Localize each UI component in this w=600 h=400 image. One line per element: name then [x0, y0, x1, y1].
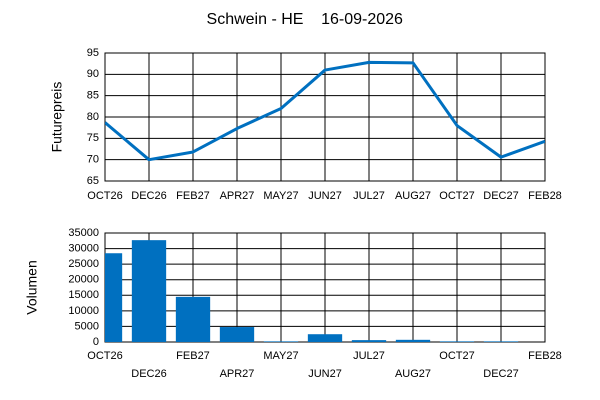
- x-tick-label: AUG27: [395, 190, 431, 202]
- bar: [483, 341, 519, 342]
- y-tick-label: 70: [87, 154, 99, 166]
- y-tick-label: 65: [87, 175, 99, 187]
- bar: [439, 341, 475, 342]
- x-tick-label: JUL27: [353, 190, 385, 202]
- x-tick-label: MAY27: [263, 190, 298, 202]
- y-tick-label: 95: [87, 47, 99, 59]
- bar: [131, 240, 167, 342]
- bar: [105, 253, 123, 342]
- bar: [395, 339, 431, 342]
- bar: [263, 341, 299, 342]
- bar: [219, 327, 255, 342]
- y-axis-label: Volumen: [24, 260, 40, 314]
- line-series: [105, 60, 545, 162]
- chart-date: 16-09-2026: [321, 11, 403, 28]
- x-tick-label: OCT27: [439, 190, 474, 202]
- y-tick-label: 20000: [68, 274, 99, 286]
- x-tick-label: JUN27: [308, 190, 342, 202]
- y-tick-label: 90: [87, 68, 99, 80]
- x-tick-label: DEC27: [483, 190, 518, 202]
- y-tick-label: 35000: [68, 227, 99, 239]
- x-tick-label: APR27: [220, 190, 255, 202]
- x-tick-label: DEC27: [483, 368, 518, 380]
- y-tick-label: 80: [87, 111, 99, 123]
- y-tick-label: 5000: [75, 320, 99, 332]
- x-tick-label: JUN27: [308, 368, 342, 380]
- y-axis-label: Futurepreis: [49, 82, 65, 153]
- x-tick-label: DEC26: [131, 368, 166, 380]
- bar: [351, 340, 387, 342]
- x-tick-label: DEC26: [131, 190, 166, 202]
- x-tick-label: OCT26: [87, 350, 122, 362]
- bar: [307, 334, 343, 342]
- x-tick-label: APR27: [220, 368, 255, 380]
- x-tick-label: FEB27: [176, 350, 210, 362]
- bar: [175, 296, 211, 342]
- x-tick-label: MAY27: [263, 350, 298, 362]
- y-tick-label: 85: [87, 90, 99, 102]
- plot-marks: [105, 240, 519, 342]
- y-tick-label: 10000: [68, 305, 99, 317]
- x-tick-label: AUG27: [395, 368, 431, 380]
- x-tick-label: FEB28: [528, 350, 562, 362]
- x-tick-label: FEB28: [528, 190, 562, 202]
- y-tick-label: 75: [87, 132, 99, 144]
- y-tick-label: 15000: [68, 289, 99, 301]
- y-tick-label: 0: [93, 336, 99, 348]
- plot-border: [104, 52, 546, 182]
- x-tick-label: OCT27: [439, 350, 474, 362]
- x-tick-label: JUL27: [353, 350, 385, 362]
- y-tick-label: 25000: [68, 258, 99, 270]
- chart-title: Schwein - HE: [207, 11, 304, 28]
- plot-marks: [105, 60, 545, 162]
- y-tick-label: 30000: [68, 242, 99, 254]
- x-tick-label: FEB27: [176, 190, 210, 202]
- x-tick-label: OCT26: [87, 190, 122, 202]
